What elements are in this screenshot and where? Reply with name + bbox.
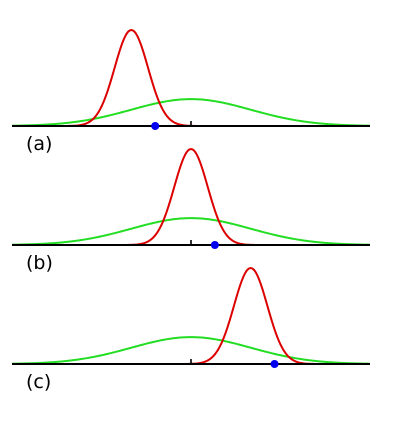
observation-point-a xyxy=(151,122,160,130)
panel-label-b: (b) xyxy=(26,252,53,274)
panel-label-a: (a) xyxy=(26,133,52,155)
panel-b: (b) xyxy=(11,147,371,274)
panel-label-c: (c) xyxy=(26,371,51,393)
observation-point-c xyxy=(270,360,279,368)
wide-gaussian-curve-a xyxy=(11,98,371,127)
wide-gaussian-curve-b xyxy=(11,217,371,246)
narrow-gaussian-curve-b xyxy=(12,147,370,246)
wide-gaussian-curve-c xyxy=(11,336,371,365)
observation-point-b xyxy=(210,241,219,249)
panel-c: (c) xyxy=(11,266,371,393)
narrow-gaussian-curve-a xyxy=(12,28,370,127)
panel-a: (a) xyxy=(11,28,371,155)
narrow-gaussian-curve-c xyxy=(12,266,370,365)
